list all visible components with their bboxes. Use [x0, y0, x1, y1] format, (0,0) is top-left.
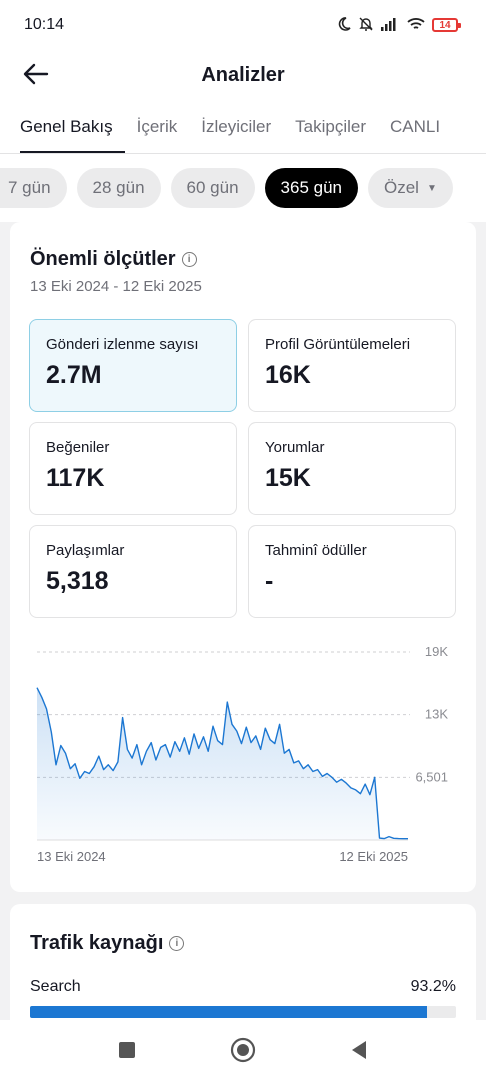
traffic-source-percent: 93.2%: [410, 978, 456, 995]
chip-label: 60 gün: [186, 178, 239, 197]
y-tick-label: 6,501: [415, 769, 448, 784]
metric-label: Tahminî ödüller: [265, 542, 367, 559]
x-axis-end-label: 12 Eki 2025: [339, 849, 408, 864]
metric-value: 2.7M: [46, 361, 102, 389]
traffic-source-title: Trafik kaynağı: [30, 932, 164, 954]
metric-value: 16K: [265, 361, 311, 389]
chart-area-fill: [37, 687, 408, 840]
tab-live[interactable]: CANLI: [390, 116, 441, 136]
metric-profile-views[interactable]: Profil Görüntülemeleri 16K: [248, 319, 456, 412]
info-icon[interactable]: i: [181, 252, 197, 267]
signal-icon: [380, 17, 400, 34]
traffic-source-card: Trafik kaynağı i Search 93.2%: [10, 904, 476, 1034]
tab-followers[interactable]: Takipçiler: [295, 116, 366, 136]
y-tick-label: 13K: [425, 707, 448, 722]
chip-label: Özel: [384, 178, 419, 197]
chip-label: 28 gün: [92, 178, 145, 197]
metric-label: Paylaşımlar: [46, 542, 125, 559]
chart-series-line: [36, 687, 408, 840]
wifi-icon: [406, 17, 426, 34]
traffic-row-search: Search 93.2%: [30, 978, 456, 996]
system-nav-bar: [0, 1020, 486, 1080]
back-button[interactable]: [20, 58, 52, 90]
chip-label: 7 gün: [8, 178, 51, 197]
metric-shares[interactable]: Paylaşımlar 5,318: [29, 525, 237, 618]
metric-value: 15K: [265, 464, 311, 492]
bell-off-icon: [358, 16, 374, 35]
status-icons: 14: [336, 16, 461, 35]
metric-likes[interactable]: Beğeniler 117K: [29, 422, 237, 515]
metric-comments[interactable]: Yorumlar 15K: [248, 422, 456, 515]
back-nav-button[interactable]: [345, 1036, 373, 1064]
triangle-back-icon: [352, 1041, 366, 1059]
analytics-tabs: Genel Bakış İçerik İzleyiciler Takipçile…: [0, 100, 486, 154]
chip-label: 365 gün: [280, 178, 342, 197]
tab-overview[interactable]: Genel Bakış: [0, 100, 125, 153]
caret-down-icon: ▼: [426, 182, 437, 194]
metric-label: Profil Görüntülemeleri: [265, 336, 411, 353]
y-tick-label: 19K: [425, 644, 448, 659]
traffic-progress-fill: [30, 1006, 428, 1018]
chip-60-days[interactable]: 60 gün: [170, 168, 255, 208]
home-circle-icon: [230, 1037, 256, 1063]
traffic-source-label: Search: [30, 978, 81, 995]
metric-value: 5,318: [46, 567, 109, 595]
key-metrics-card: Önemli ölçütler i 13 Eki 2024 - 12 Eki 2…: [10, 222, 476, 892]
tab-viewers[interactable]: İzleyiciler: [201, 116, 272, 136]
chip-7-days[interactable]: 7 gün: [0, 168, 67, 208]
chip-365-days[interactable]: 365 gün: [264, 168, 358, 208]
chip-28-days[interactable]: 28 gün: [76, 168, 161, 208]
home-button[interactable]: [229, 1036, 257, 1064]
key-metrics-title: Önemli ölçütler: [30, 248, 176, 270]
recents-button[interactable]: [113, 1036, 141, 1064]
section-title: Önemli ölçütler i: [30, 248, 197, 271]
traffic-progress-bar: [30, 1006, 456, 1018]
status-bar: 10:14 14: [0, 0, 486, 50]
tab-content[interactable]: İçerik: [136, 116, 178, 136]
metric-value: -: [265, 567, 274, 595]
page-title: Analizler: [201, 63, 285, 86]
metric-value: 117K: [46, 464, 105, 492]
info-icon[interactable]: i: [169, 936, 185, 951]
status-time: 10:14: [24, 16, 65, 33]
chip-custom[interactable]: Özel ▼: [368, 168, 453, 208]
date-range-label: 13 Eki 2024 - 12 Eki 2025: [30, 278, 202, 295]
back-arrow-icon: [23, 63, 49, 85]
metric-label: Yorumlar: [265, 439, 325, 456]
battery-icon: 14: [432, 18, 461, 32]
section-title: Trafik kaynağı i: [30, 932, 185, 955]
metric-estimated-rewards[interactable]: Tahminî ödüller -: [248, 525, 456, 618]
metric-label: Beğeniler: [46, 439, 110, 456]
date-range-chips: 7 gün 28 gün 60 gün 365 gün Özel ▼: [0, 154, 486, 222]
metric-post-views[interactable]: Gönderi izlenme sayısı 2.7M: [29, 319, 237, 412]
x-axis-start-label: 13 Eki 2024: [37, 849, 106, 864]
views-trend-chart: 19K 13K 6,501 13 Eki 2024 12 Eki 2025: [36, 644, 448, 864]
header: Analizler: [0, 50, 486, 100]
metric-label: Gönderi izlenme sayısı: [46, 336, 199, 353]
square-icon: [119, 1042, 135, 1058]
dnd-moon-icon: [336, 16, 352, 35]
